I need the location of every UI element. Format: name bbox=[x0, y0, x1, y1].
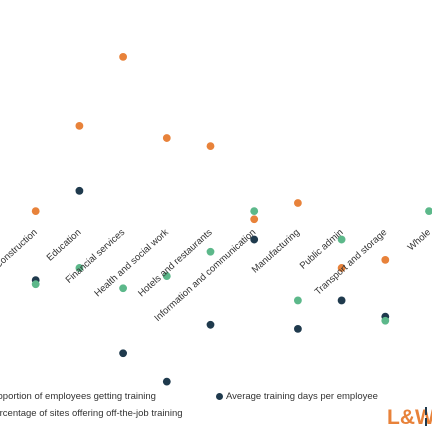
point-average-training-days-per-employee-6 bbox=[250, 235, 259, 244]
legend-label: Percentage of sites offering off-the-job… bbox=[0, 408, 183, 419]
point-percentage-of-sites-offering-off-the-job-training-7 bbox=[294, 296, 302, 305]
point-proportion-of-employees-getting-training-5 bbox=[206, 142, 215, 151]
category-label: Construction bbox=[0, 227, 40, 271]
category-label: Manufacturing bbox=[250, 227, 302, 275]
point-proportion-of-employees-getting-training-7 bbox=[294, 199, 302, 207]
data-points bbox=[31, 52, 432, 386]
category-labels: ss servicesConstructionEducationFinancia… bbox=[0, 227, 432, 324]
legend-item-employees-training: Proportion of employees getting training bbox=[0, 391, 156, 402]
point-average-training-days-per-employee-2 bbox=[75, 186, 84, 195]
point-average-training-days-per-employee-8 bbox=[337, 296, 346, 305]
logo-text: L&W bbox=[387, 406, 432, 429]
point-percentage-of-sites-offering-off-the-job-training-6 bbox=[250, 207, 259, 216]
category-label: Hotels and restaurants bbox=[136, 227, 215, 299]
point-proportion-of-employees-getting-training-6 bbox=[250, 215, 259, 224]
point-percentage-of-sites-offering-off-the-job-training-2 bbox=[75, 264, 84, 272]
point-proportion-of-employees-getting-training-9 bbox=[381, 255, 390, 264]
category-label: Whole bbox=[406, 227, 432, 253]
logo-mark bbox=[425, 407, 427, 415]
point-average-training-days-per-employee-3 bbox=[119, 349, 127, 358]
legend-label: Average training days per employee bbox=[226, 391, 378, 402]
logo-mark bbox=[425, 418, 427, 426]
point-percentage-of-sites-offering-off-the-job-training-1 bbox=[31, 280, 40, 289]
legend-item-training-days: Average training days per employee bbox=[216, 391, 378, 402]
point-average-training-days-per-employee-4 bbox=[162, 377, 171, 386]
category-label: Education bbox=[45, 227, 84, 263]
point-proportion-of-employees-getting-training-4 bbox=[162, 134, 171, 142]
point-average-training-days-per-employee-5 bbox=[206, 320, 215, 329]
legend: Proportion of employees getting training… bbox=[0, 388, 432, 428]
legend-label: Proportion of employees getting training bbox=[0, 391, 156, 402]
point-percentage-of-sites-offering-off-the-job-training-3 bbox=[119, 284, 127, 293]
point-percentage-of-sites-offering-off-the-job-training-4 bbox=[162, 272, 171, 280]
legend-dot-icon bbox=[216, 393, 223, 400]
lw-logo: L&W bbox=[387, 406, 432, 429]
category-label: Health and social work bbox=[92, 227, 171, 299]
legend-item-off-the-job: Percentage of sites offering off-the-job… bbox=[0, 408, 183, 419]
point-proportion-of-employees-getting-training-1 bbox=[31, 207, 40, 216]
point-percentage-of-sites-offering-off-the-job-training-10 bbox=[425, 207, 432, 216]
point-average-training-days-per-employee-7 bbox=[294, 324, 302, 333]
point-proportion-of-employees-getting-training-3 bbox=[119, 52, 127, 61]
point-proportion-of-employees-getting-training-8 bbox=[337, 264, 346, 272]
point-percentage-of-sites-offering-off-the-job-training-8 bbox=[337, 235, 346, 244]
point-proportion-of-employees-getting-training-2 bbox=[75, 121, 84, 130]
category-label: Transport and storage bbox=[313, 227, 390, 297]
point-percentage-of-sites-offering-off-the-job-training-5 bbox=[206, 247, 215, 256]
point-percentage-of-sites-offering-off-the-job-training-9 bbox=[381, 316, 390, 325]
